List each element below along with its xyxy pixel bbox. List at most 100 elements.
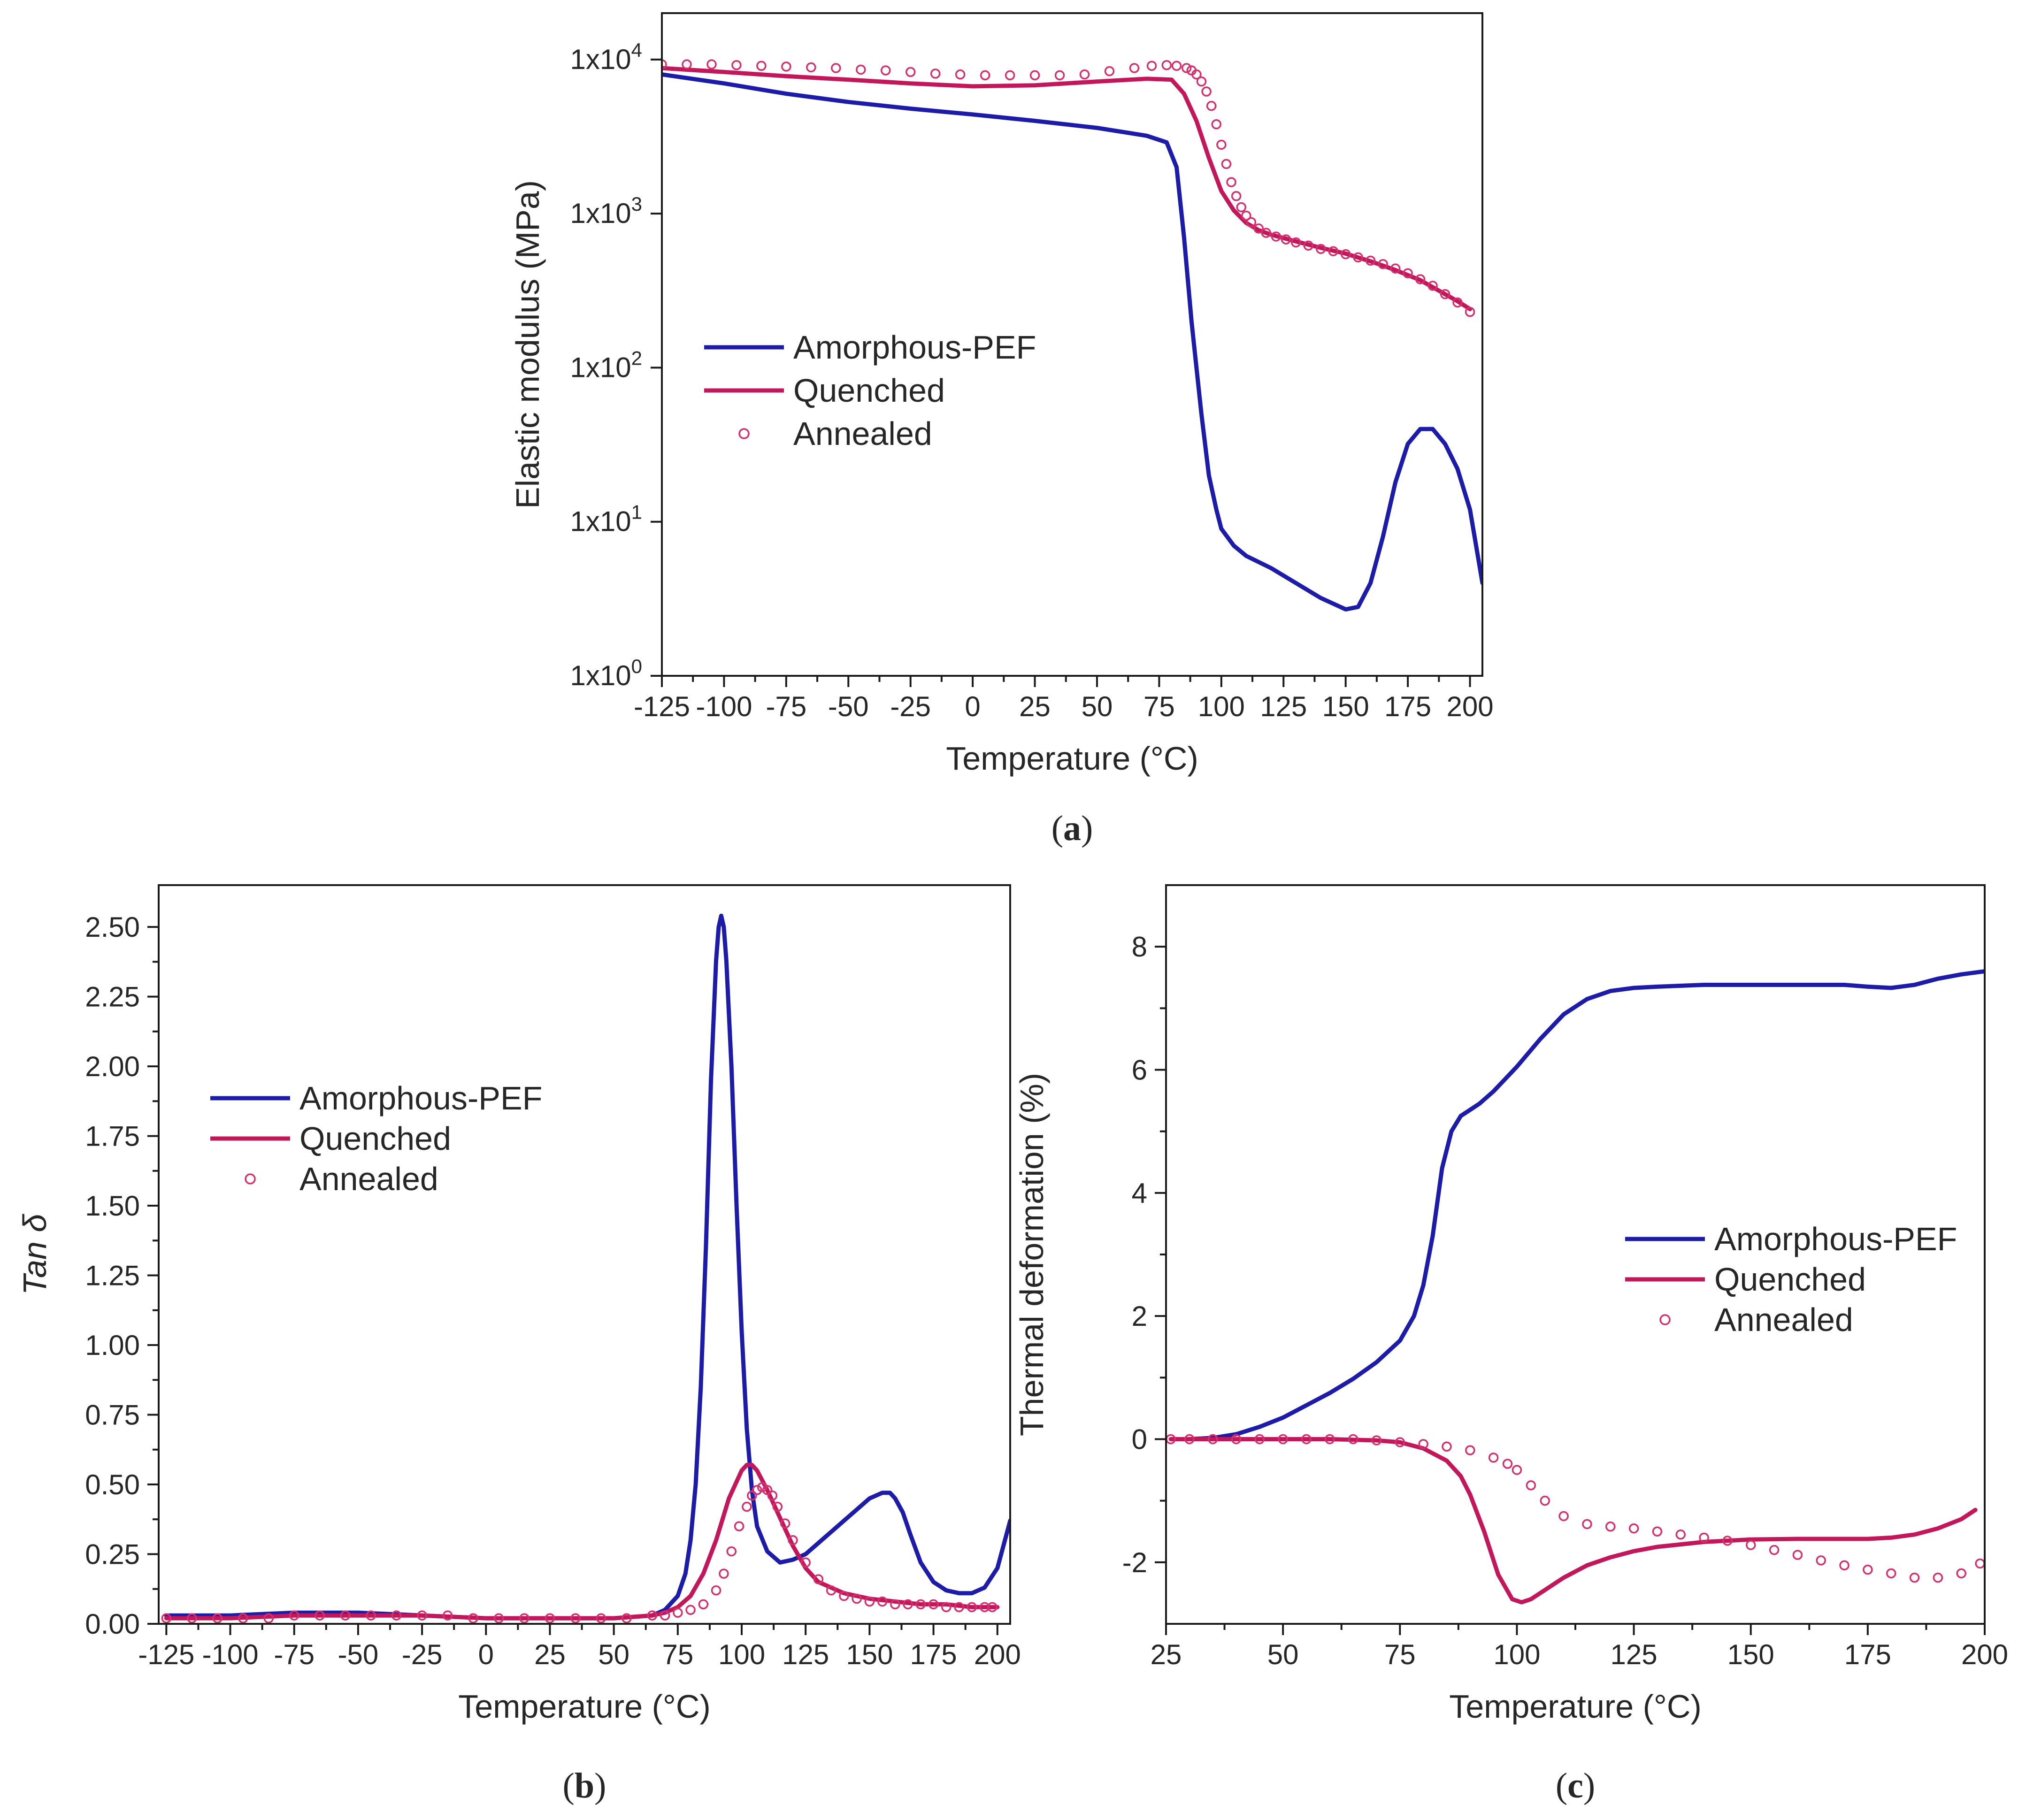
legend-annealed-swatch [1659, 1314, 1671, 1325]
series-annealed-point [1207, 1434, 1218, 1445]
series-annealed-point [1465, 1445, 1475, 1455]
series-annealed-point [1427, 281, 1438, 291]
plot-frame [1165, 884, 1986, 1625]
panel-label-close: ) [594, 1766, 606, 1805]
series-annealed-point [864, 1596, 875, 1607]
series-annealed-point [1231, 1434, 1242, 1445]
legend-annealed-label: Annealed [1714, 1301, 1853, 1338]
series-annealed-point [391, 1610, 402, 1621]
panel-label-letter: a [1063, 809, 1081, 848]
series-annealed-point [1054, 70, 1065, 81]
y-axis-title: Tan δ [16, 1214, 53, 1295]
y-tick-label-base: 1x10 [570, 44, 631, 75]
series-annealed-point [1201, 86, 1212, 97]
series-annealed-point [1415, 274, 1426, 284]
panel-label-letter: b [575, 1766, 594, 1805]
legend-annealed-swatch [738, 428, 750, 439]
series-annealed-point [877, 1596, 888, 1607]
series-annealed-point [1216, 139, 1227, 150]
panel-label-letter: c [1567, 1766, 1583, 1805]
y-tick-label: 2.25 [85, 981, 140, 1013]
legend: Amorphous-PEF Quenched Annealed [704, 329, 1036, 452]
x-tick-label: 200 [974, 1639, 1021, 1670]
series-annealed-point [856, 64, 866, 75]
y-tick-label: 1x103 [570, 193, 642, 229]
x-tick-label: 50 [1082, 691, 1113, 722]
x-tick-label: -25 [890, 691, 931, 722]
series-annealed-point [928, 1599, 939, 1610]
series-annealed-point [1161, 60, 1172, 70]
series-annealed-point [685, 1605, 696, 1615]
series-annealed-point [839, 1591, 849, 1601]
series-annealed-point [726, 1546, 737, 1557]
x-tick-label: 75 [1384, 1639, 1416, 1670]
legend-amorphous-pef-label: Amorphous-PEF [1714, 1221, 1957, 1257]
y-tick-label-base: 1x10 [570, 352, 631, 383]
series-amorphous-pef-line [662, 72, 1482, 612]
chart-panel-c: 25 50 75 100 125 150 175 200 -2 0 2 4 6 8 Temperature … [1013, 884, 2008, 1805]
series-annealed-point [1184, 1434, 1195, 1445]
series-annealed-point [1079, 69, 1090, 80]
series-annealed-point [698, 1599, 709, 1610]
series-annealed-point [954, 1602, 964, 1613]
series-annealed-point [442, 1610, 453, 1621]
y-tick-label-exponent: 1 [631, 501, 642, 523]
series-annealed-point [1540, 1495, 1550, 1506]
series-annealed-point [596, 1613, 606, 1623]
series-annealed-point [1909, 1572, 1920, 1583]
x-tick-label: 150 [846, 1639, 893, 1670]
series-annealed-point [706, 59, 717, 69]
series-annealed-point [519, 1613, 530, 1623]
y-tick-label: 1.25 [85, 1260, 140, 1292]
legend-annealed-swatch [245, 1173, 256, 1185]
series-annealed-point [772, 1501, 783, 1512]
y-tick-label: 0.75 [85, 1399, 140, 1431]
series-annealed-point [1792, 1550, 1803, 1560]
series-annealed-point [622, 1613, 632, 1623]
series-annealed-point [1328, 246, 1338, 257]
series-annealed-point [762, 1485, 773, 1495]
x-tick-label: 25 [1151, 1639, 1182, 1670]
series-annealed-point [1315, 244, 1326, 254]
series-annealed-point [468, 1613, 478, 1623]
series-annealed-point [1582, 1519, 1592, 1529]
y-tick-label: 1x102 [570, 347, 642, 383]
series-quenched-line [164, 1462, 1000, 1621]
y-tick-label: 8 [1132, 931, 1147, 963]
panel-label: (a) [1051, 809, 1093, 848]
series-annealed-point [1863, 1564, 1873, 1575]
x-tick-label: -25 [402, 1639, 443, 1670]
series-annealed-point [1303, 240, 1313, 251]
series-annealed-point [826, 1585, 836, 1596]
series-annealed-point [1191, 69, 1202, 80]
x-tick-label: 150 [1727, 1639, 1774, 1670]
series-annealed-point [1231, 191, 1242, 201]
series-annealed-point [1290, 237, 1301, 248]
y-tick-label: 1x100 [570, 655, 642, 691]
x-tick-label: 175 [1384, 691, 1431, 722]
series-annealed-point [1029, 70, 1040, 81]
series-annealed-point [1512, 1465, 1522, 1475]
series-annealed-point [1281, 234, 1291, 245]
series-annealed-point [493, 1613, 504, 1623]
series-annealed-point [1246, 217, 1257, 228]
y-tick-label: 1.50 [85, 1190, 140, 1222]
series-annealed-point [1605, 1522, 1616, 1532]
y-tick-label: 2.50 [85, 911, 140, 943]
y-tick-label-exponent: 0 [631, 655, 642, 677]
x-tick-label: 175 [1844, 1639, 1891, 1670]
series-annealed-point [930, 69, 941, 79]
y-tick-label: 2.00 [85, 1051, 140, 1082]
series-annealed-point [756, 61, 767, 71]
x-tick-label: 75 [1143, 691, 1175, 722]
panel-label-open: ( [563, 1766, 575, 1805]
x-tick-label: 200 [1961, 1639, 2008, 1670]
x-tick-label: 175 [910, 1639, 957, 1670]
chart-panel-a: -125 -100 -75 -50 -25 0 25 50 75 100 125 150 175 200 1… [509, 12, 1494, 848]
x-tick-label: 25 [1019, 691, 1051, 722]
series-annealed-point [1348, 1434, 1358, 1445]
series-annealed-point [1211, 119, 1221, 130]
y-tick-label-exponent: 4 [631, 39, 642, 61]
x-tick-label: 50 [1267, 1639, 1299, 1670]
